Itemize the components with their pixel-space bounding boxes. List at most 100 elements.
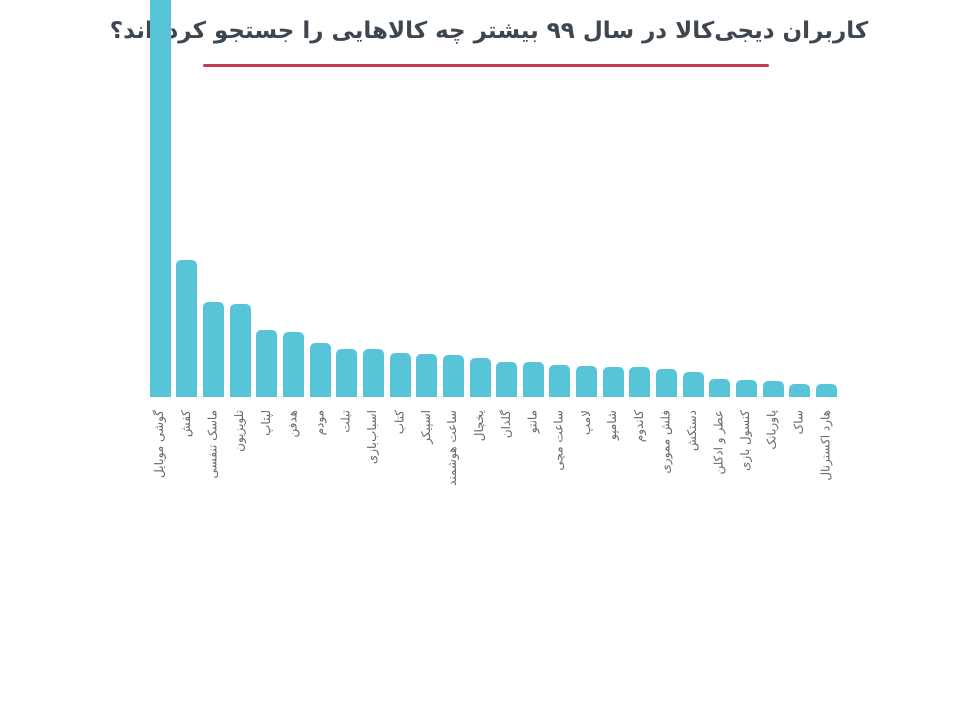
x-axis-label: یخچال (472, 410, 487, 442)
bar-column: ساعت مچی (547, 0, 574, 562)
bar (336, 349, 358, 397)
bar-column: تلویزیون (227, 0, 254, 562)
bar-slot (520, 0, 547, 397)
x-axis-label-area: تلویزیون (227, 397, 254, 562)
bar (789, 383, 811, 397)
bar-column: شامپو (600, 0, 627, 562)
bar-column: اسپیکر (413, 0, 440, 562)
bar (149, 0, 171, 397)
x-axis-label-area: تبلت (333, 397, 360, 562)
bar (176, 260, 198, 397)
x-axis-label: گلدان (498, 410, 513, 439)
bar (496, 362, 518, 397)
bar-slot (333, 0, 360, 397)
bar-slot (467, 0, 494, 397)
x-axis-label-area: کنسول بازی (733, 397, 760, 562)
bar (815, 384, 837, 397)
bar-column: لامپ (573, 0, 600, 562)
bar-column: فلش مموری (653, 0, 680, 562)
bar-column: تبلت (333, 0, 360, 562)
x-axis-label: تبلت (338, 410, 353, 433)
x-axis-label: هدفن (285, 410, 300, 438)
bar-column: پاوربانک (760, 0, 787, 562)
x-axis-label: تلویزیون (232, 410, 247, 452)
x-axis-label-area: فلش مموری (653, 397, 680, 562)
x-axis-label: کفش (178, 410, 193, 438)
bar-slot (760, 0, 787, 397)
x-axis-label: لپتاپ (258, 410, 273, 436)
bar-slot (200, 0, 227, 397)
bar-slot (307, 0, 334, 397)
x-axis-label-area: ساک (786, 397, 813, 562)
bars-row: گوشی موبایل کفش ماسک تنفسی تلویزیون لپتاپ هدف… (147, 0, 840, 562)
bar (549, 365, 571, 397)
bar-column: گلدان (493, 0, 520, 562)
bar (762, 380, 784, 397)
bar (602, 366, 624, 397)
x-axis-label-area: مودم (307, 397, 334, 562)
bar (362, 348, 384, 397)
bar-column: مانتو (520, 0, 547, 562)
bar (389, 353, 411, 397)
bar (309, 343, 331, 397)
x-axis-label: کاندوم (631, 410, 646, 443)
x-axis-label-area: اسپیکر (413, 397, 440, 562)
bar-slot (413, 0, 440, 397)
x-axis-label: کنسول بازی (738, 410, 753, 471)
bar-column: گوشی موبایل (147, 0, 174, 562)
x-axis-label: ماسک تنفسی (205, 410, 220, 479)
x-axis-label-area: پاوربانک (760, 397, 787, 562)
bar-slot (440, 0, 467, 397)
x-axis-label-area: هدفن (280, 397, 307, 562)
bar-column: ساک (786, 0, 813, 562)
x-axis-label: پاوربانک (765, 410, 780, 450)
x-axis-label-area: گوشی موبایل (147, 397, 174, 562)
x-axis-label-area: هارد اکسترنال (813, 397, 840, 562)
bar-slot (653, 0, 680, 397)
x-axis-label-area: لامپ (573, 397, 600, 562)
bar (469, 358, 491, 397)
x-axis-label: ساعت هوشمند (445, 410, 460, 486)
bar-slot (600, 0, 627, 397)
x-axis-label: اسپیکر (418, 410, 433, 444)
bar-column: ساعت هوشمند (440, 0, 467, 562)
bar-slot (387, 0, 414, 397)
bar-slot (227, 0, 254, 397)
x-axis-label-area: مانتو (520, 397, 547, 562)
x-axis-label-area: کاندوم (627, 397, 654, 562)
x-axis-label-area: شامپو (600, 397, 627, 562)
x-axis-label-area: لپتاپ (254, 397, 281, 562)
x-axis-label-area: عطر و ادکلن (706, 397, 733, 562)
page-title: کاربران دیجی‌کالا در سال ۹۹ بیشتر چه کال… (109, 18, 869, 44)
x-axis-label-area: ساعت هوشمند (440, 397, 467, 562)
bar (229, 304, 251, 397)
x-axis-label: لامپ (578, 410, 593, 436)
x-axis-label: اسباب‌بازی (365, 410, 380, 465)
x-axis-label: فلش مموری (658, 410, 673, 474)
bar-slot (706, 0, 733, 397)
bar-column: عطر و ادکلن (706, 0, 733, 562)
x-axis-label: هارد اکسترنال (818, 410, 833, 481)
bar-slot (174, 0, 201, 397)
bar-slot (280, 0, 307, 397)
bar-column: ماسک تنفسی (200, 0, 227, 562)
x-axis-label-area: کفش (174, 397, 201, 562)
bar (576, 366, 598, 397)
title-underline (203, 64, 769, 67)
bar-column: اسباب‌بازی (360, 0, 387, 562)
bar-slot (786, 0, 813, 397)
x-axis-label: کتاب (392, 410, 407, 435)
bar (629, 366, 651, 397)
bar (735, 379, 757, 397)
bar (283, 331, 305, 397)
bar-column: هدفن (280, 0, 307, 562)
bar-column: لپتاپ (254, 0, 281, 562)
bar (522, 362, 544, 397)
bar-column: مودم (307, 0, 334, 562)
x-axis-label: عطر و ادکلن (711, 410, 726, 475)
bar-slot (254, 0, 281, 397)
bar-column: هارد اکسترنال (813, 0, 840, 562)
bar (442, 355, 464, 397)
bar-slot (493, 0, 520, 397)
x-axis-label: دستکش (685, 410, 700, 451)
